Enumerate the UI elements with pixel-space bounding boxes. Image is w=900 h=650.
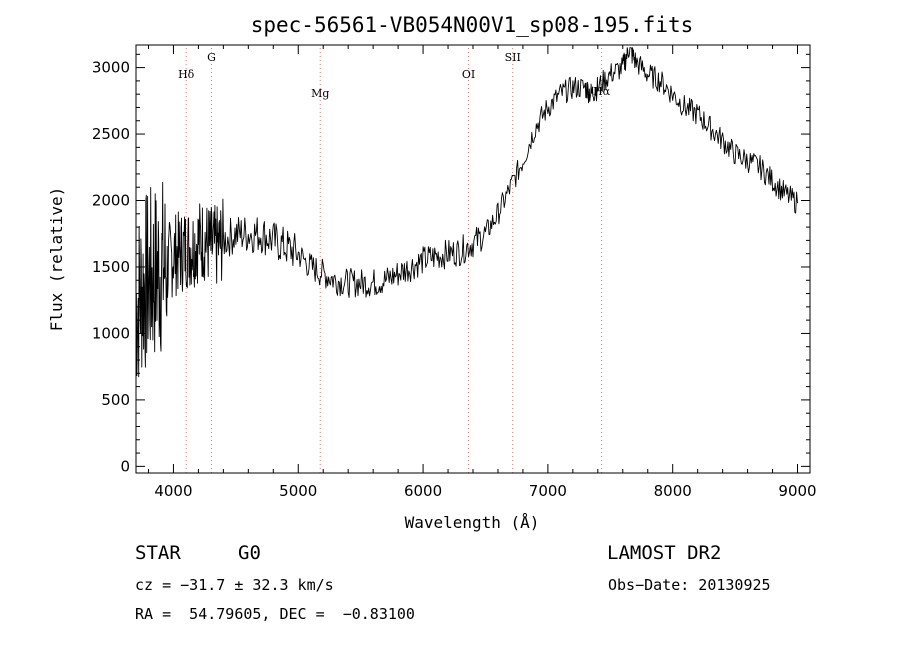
survey-name: LAMOST DR2 <box>607 542 722 564</box>
x-axis: 4000 5000 6000 7000 8000 9000 <box>147 45 817 500</box>
x-tick-label: 6000 <box>404 482 442 500</box>
subclass: G0 <box>238 542 261 564</box>
y-axis-label: Flux (relative) <box>47 187 66 332</box>
object-type: STAR <box>135 542 181 564</box>
x-tick-label: 5000 <box>279 482 317 500</box>
y-tick-label: 2500 <box>92 125 130 143</box>
y-tick-label: 500 <box>101 391 130 409</box>
redshift-cz: cz = −31.7 ± 32.3 km/s <box>135 576 334 594</box>
y-axis: 0 500 1000 1500 2000 2500 3000 <box>92 53 810 475</box>
chart-title: spec-56561-VB054N00V1_sp08-195.fits <box>251 13 694 37</box>
y-tick-label: 1500 <box>92 258 130 276</box>
coordinates: RA = 54.79605, DEC = −0.83100 <box>135 605 415 623</box>
x-tick-label: 9000 <box>778 482 816 500</box>
x-axis-label: Wavelength (Å) <box>405 513 540 532</box>
series-line <box>135 47 798 378</box>
y-tick-label: 2000 <box>92 192 130 210</box>
y-tick-label: 0 <box>120 457 130 475</box>
line-label: SII <box>505 51 521 64</box>
x-tick-label: 8000 <box>654 482 692 500</box>
y-tick-label: 3000 <box>92 59 130 77</box>
x-tick-label: 7000 <box>529 482 567 500</box>
line-label: G <box>207 51 216 64</box>
x-tick-label: 4000 <box>154 482 192 500</box>
obs-date: Obs−Date: 20130925 <box>608 576 771 594</box>
line-label: Mg <box>311 87 329 100</box>
plot-frame <box>135 44 811 474</box>
series-layer <box>135 47 798 378</box>
line-label: OI <box>462 68 475 81</box>
line-label: Hδ <box>178 68 195 81</box>
y-tick-label: 1000 <box>92 324 130 342</box>
